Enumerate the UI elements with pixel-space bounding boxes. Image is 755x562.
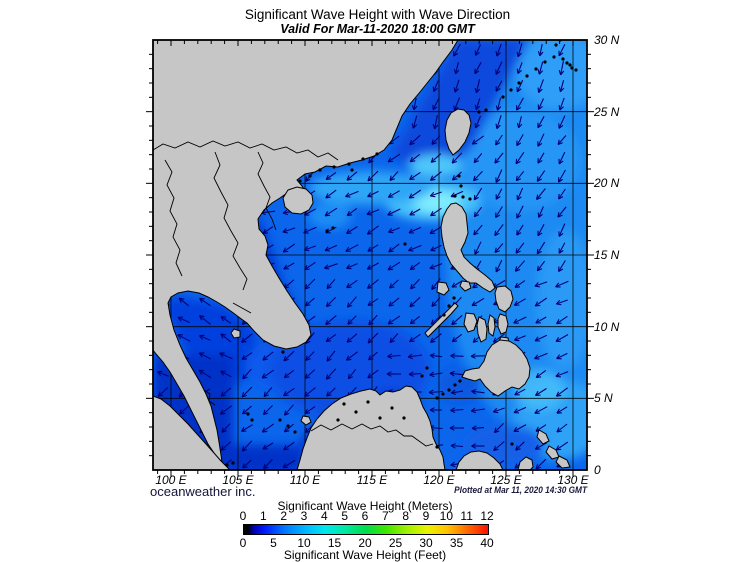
land-cebu: [488, 315, 495, 336]
credit-text: oceanweather inc.: [150, 484, 256, 499]
lat-label: 20 N: [594, 176, 619, 190]
lat-label: 30 N: [594, 33, 619, 47]
land-leyte: [498, 314, 508, 334]
lon-label: 115 E: [345, 473, 399, 487]
map-title: Significant Wave Height with Wave Direct…: [0, 7, 755, 22]
lat-label: 15 N: [594, 248, 619, 262]
lon-label: 110 E: [278, 473, 332, 487]
meters-tick: 12: [472, 509, 502, 523]
lat-label: 10 N: [594, 320, 619, 334]
lat-label: 5 N: [594, 391, 613, 405]
plotted-timestamp: Plotted at Mar 11, 2020 14:30 GMT: [403, 485, 587, 495]
colorbar-gradient: [243, 524, 489, 535]
lat-label: 25 N: [594, 105, 619, 119]
map-valid-time: Valid For Mar-11-2020 18:00 GMT: [0, 22, 755, 36]
